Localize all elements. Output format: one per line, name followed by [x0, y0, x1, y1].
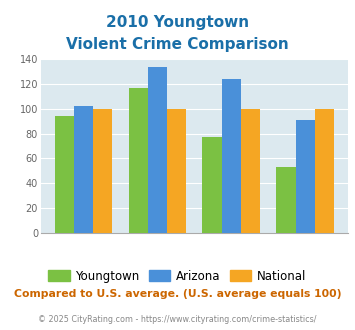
Bar [93, 109, 113, 233]
Bar [315, 109, 334, 233]
Bar [276, 167, 296, 233]
Bar [129, 88, 148, 233]
Bar [55, 116, 74, 233]
Text: 2010 Youngtown: 2010 Youngtown [106, 15, 249, 30]
Bar [296, 120, 315, 233]
Text: Violent Crime Comparison: Violent Crime Comparison [66, 37, 289, 52]
Bar [148, 67, 167, 233]
Text: Compared to U.S. average. (U.S. average equals 100): Compared to U.S. average. (U.S. average … [14, 289, 341, 299]
Bar [167, 109, 186, 233]
Text: © 2025 CityRating.com - https://www.cityrating.com/crime-statistics/: © 2025 CityRating.com - https://www.city… [38, 315, 317, 324]
Bar [222, 79, 241, 233]
Legend: Youngtown, Arizona, National: Youngtown, Arizona, National [44, 265, 311, 287]
Bar [202, 137, 222, 233]
Bar [241, 109, 260, 233]
Bar [74, 106, 93, 233]
